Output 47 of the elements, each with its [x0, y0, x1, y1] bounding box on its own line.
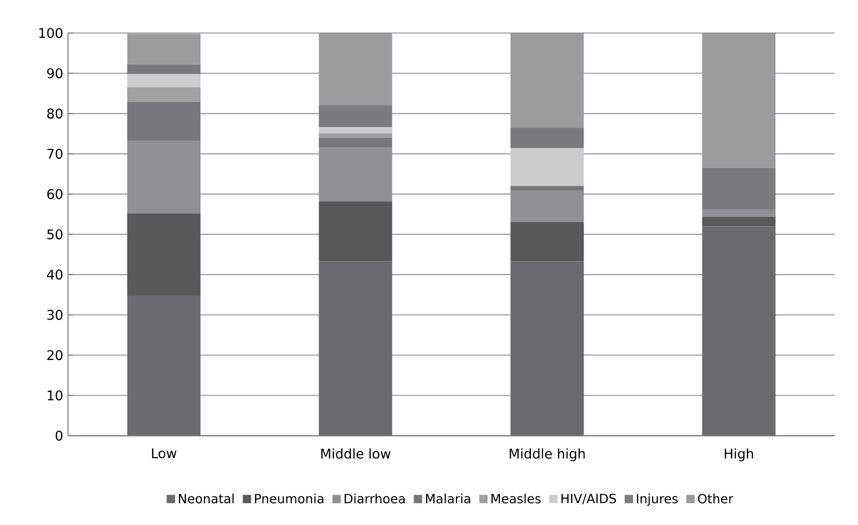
- y-tick-label: 50: [47, 229, 62, 240]
- y-tick-label: 80: [47, 108, 62, 119]
- bar: [510, 190, 584, 222]
- bar: [318, 201, 392, 262]
- legend-label: HIV/AIDS: [562, 494, 616, 504]
- legend-label: Diarrhoea: [344, 494, 405, 504]
- bar: [127, 102, 201, 141]
- bar: [702, 217, 776, 226]
- bar: [318, 148, 392, 202]
- bar: [510, 128, 584, 148]
- y-tick-label: 90: [47, 68, 62, 78]
- y-tick-label: 40: [46, 270, 62, 280]
- legend-label: Other: [698, 494, 734, 504]
- legend-label: Neonatal: [178, 494, 234, 504]
- bar: [510, 222, 584, 262]
- bar: [318, 105, 392, 128]
- bar: [127, 296, 201, 436]
- bar: [318, 261, 392, 436]
- y-tick-label: 20: [47, 350, 62, 360]
- bar: [702, 208, 776, 218]
- bar: [702, 168, 776, 209]
- bar: [127, 64, 201, 74]
- bar: [127, 87, 201, 102]
- bar: [127, 74, 201, 88]
- x-tick-label: Middle low: [321, 448, 390, 459]
- bar: [702, 226, 776, 436]
- y-tick-label: 0: [56, 430, 62, 441]
- bar: [510, 186, 584, 191]
- y-tick-label: 70: [47, 148, 62, 159]
- bar: [510, 148, 584, 186]
- x-tick-label: Middle high: [510, 448, 585, 462]
- bar: [510, 261, 584, 436]
- y-tick-label: 30: [47, 310, 62, 320]
- legend-label: Malaria: [426, 494, 470, 504]
- bar: [318, 133, 392, 138]
- bar: [318, 138, 392, 148]
- y-tick-label: 10: [48, 390, 62, 400]
- y-tick-label: 60: [47, 189, 62, 200]
- x-tick-label: Low: [152, 448, 176, 458]
- legend-label: Pneumonia: [255, 494, 324, 504]
- y-tick-label: 100: [39, 28, 62, 38]
- legend-label: Measles: [492, 494, 541, 504]
- x-tick-label: High: [724, 448, 754, 462]
- bar: [127, 213, 201, 296]
- bar: [127, 140, 201, 214]
- legend-label: Injures: [636, 494, 678, 506]
- bar: [318, 127, 392, 134]
